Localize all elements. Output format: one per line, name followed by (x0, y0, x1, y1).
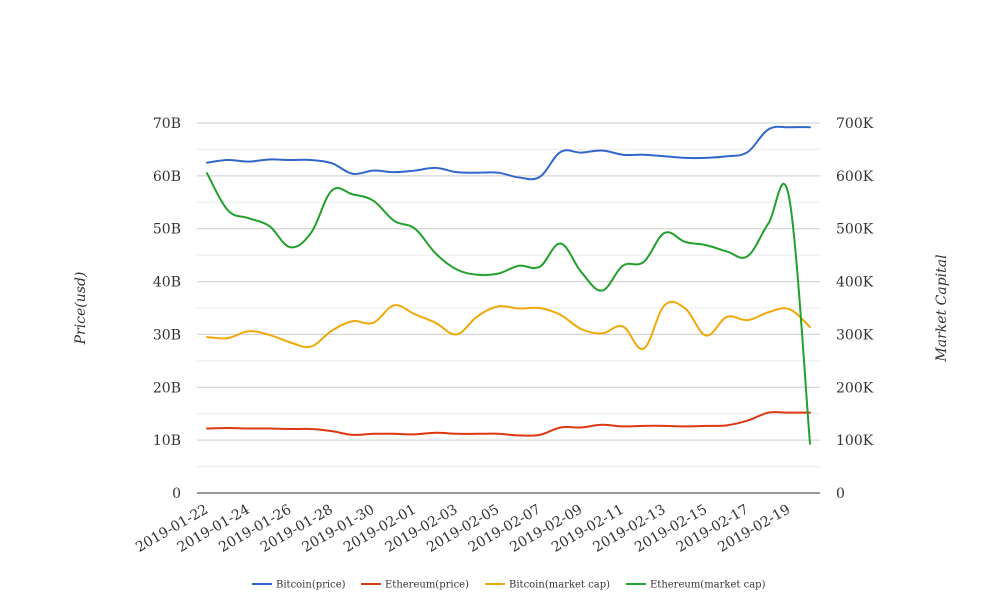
legend-label-ethereum-price: Ethereum(price) (385, 580, 469, 591)
y2-tick-label: 200K (836, 380, 874, 396)
y2-tick-label: 500K (836, 222, 874, 238)
series-line-ethereum-market-cap (206, 172, 811, 445)
y-tick-label: 20B (153, 380, 181, 396)
series-line-bitcoin-market-cap (206, 300, 811, 350)
y2-tick-label: 400K (836, 275, 874, 291)
series-lines (206, 125, 811, 445)
y2-tick-label: 100K (836, 433, 874, 449)
x-axis-ticks: 2019-01-222019-01-242019-01-262019-01-28… (133, 502, 793, 556)
y-tick-label: 50B (153, 222, 181, 238)
y-axis-title: Price(usd) (73, 272, 89, 346)
legend-label-bitcoin-market-cap: Bitcoin(market cap) (509, 580, 610, 591)
y-tick-label: 70B (153, 116, 181, 132)
left-axis-ticks: 0 10B 20B 30B 40B 50B 60B 70B (153, 116, 181, 502)
legend-label-bitcoin-price: Bitcoin(price) (276, 580, 346, 591)
series-line-ethereum-price (206, 411, 811, 437)
right-axis-ticks: 0 100K 200K 300K 400K 500K 600K 700K (836, 116, 874, 502)
y-tick-label: 10B (153, 433, 181, 449)
series-line-bitcoin-price (206, 125, 811, 181)
y2-tick-label: 600K (836, 169, 874, 185)
y-tick-label: 30B (153, 327, 181, 343)
y2-tick-label: 700K (836, 116, 874, 132)
legend: Bitcoin(price) Ethereum(price) Bitcoin(mar… (252, 580, 766, 591)
y-tick-label: 0 (172, 486, 181, 502)
legend-label-ethereum-market-cap: Ethereum(market cap) (650, 580, 766, 591)
y2-tick-label: 300K (836, 327, 874, 343)
y-tick-label: 40B (153, 275, 181, 291)
y2-axis-title: Market Capital (934, 254, 950, 362)
y2-tick-label: 0 (836, 486, 845, 502)
y-tick-label: 60B (153, 169, 181, 185)
